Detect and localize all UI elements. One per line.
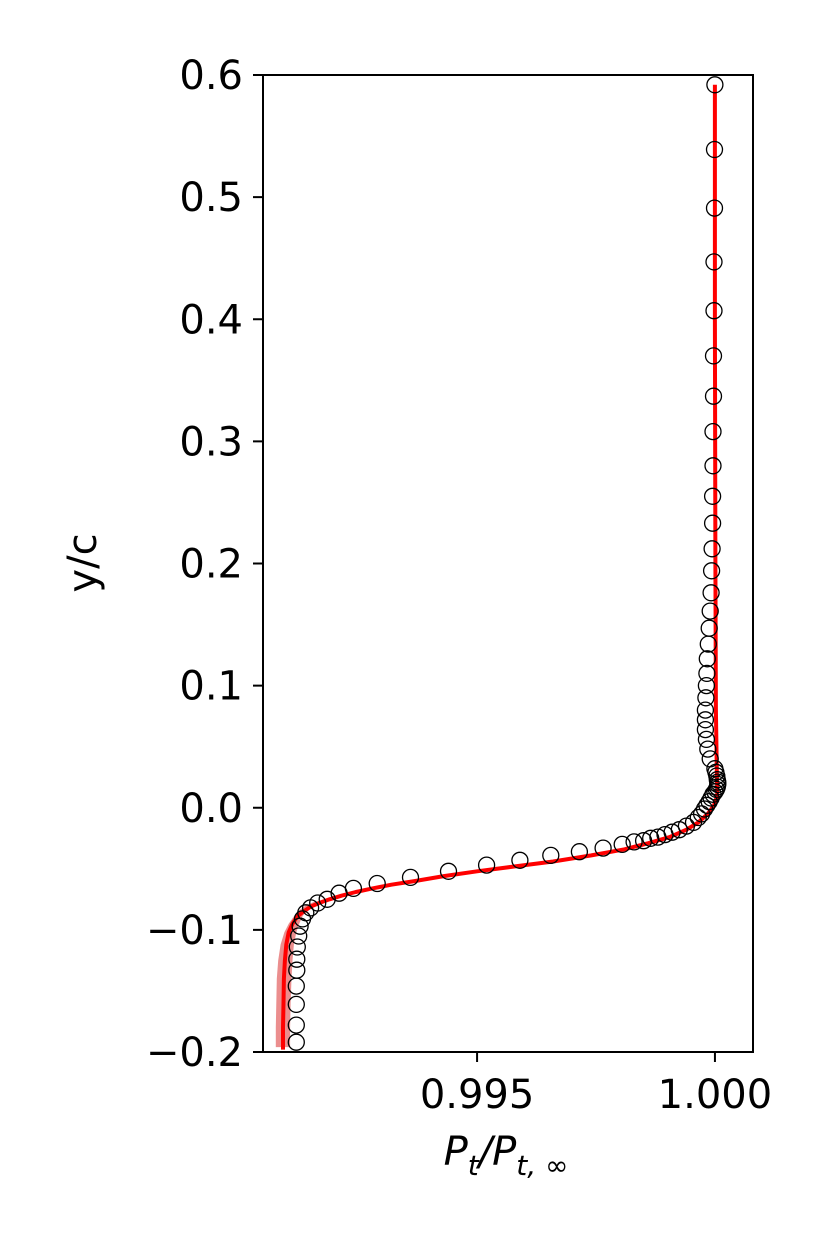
data-point [634, 832, 653, 850]
data-point [704, 347, 723, 365]
data-point [297, 904, 315, 922]
x-axis-label-slash: /P [476, 1129, 517, 1175]
data-point [699, 740, 717, 758]
y-tick-label: −0.1 [146, 908, 243, 954]
data-point [704, 457, 722, 475]
data-point [542, 846, 560, 865]
x-axis-label-sub1: t [468, 1149, 480, 1182]
data-point [703, 487, 722, 505]
data-point [309, 894, 327, 912]
data-point [288, 950, 306, 968]
y-tick-label: 0.4 [179, 297, 243, 343]
y-tick-label: 0.0 [179, 786, 243, 832]
data-point [663, 823, 681, 841]
x-axis-ticks: 0.995 1.000 [420, 1052, 772, 1118]
y-tick-label: −0.2 [146, 1030, 243, 1076]
y-tick-label: 0.3 [179, 419, 243, 465]
y-tick-label: 0.2 [179, 542, 243, 588]
data-point [288, 961, 306, 979]
y-axis-ticks: 0.6 0.5 0.4 0.3 0.2 0.1 0.0 −0.1 −0.2 [146, 53, 263, 1076]
y-tick-label: 0.1 [179, 664, 243, 710]
y-tick-label: 0.5 [179, 175, 243, 221]
data-point [344, 879, 363, 898]
data-point [692, 805, 711, 823]
data-point [689, 808, 707, 827]
marker-layer [287, 76, 727, 1051]
data-point [439, 862, 458, 880]
data-point [288, 938, 306, 956]
data-point [613, 835, 631, 854]
data-point [696, 720, 715, 739]
x-tick-label: 1.000 [658, 1072, 773, 1118]
data-point [625, 833, 643, 851]
data-point [642, 829, 660, 847]
data-point [287, 995, 305, 1014]
x-axis-label-sub2: t, ∞ [516, 1149, 568, 1182]
data-point [477, 856, 496, 874]
data-point [702, 584, 720, 602]
data-point [702, 562, 721, 580]
data-point [703, 514, 722, 532]
data-point [287, 1016, 305, 1034]
data-point [570, 843, 589, 861]
data-point [705, 140, 724, 159]
data-point [701, 602, 719, 620]
data-point [703, 540, 721, 558]
x-tick-label: 0.995 [420, 1072, 535, 1118]
data-point [705, 253, 723, 271]
data-point [704, 422, 722, 441]
data-point [705, 199, 724, 217]
data-point [401, 868, 420, 887]
data-point [318, 890, 336, 908]
data-point [697, 730, 716, 749]
data-point [696, 711, 715, 729]
data-point [287, 1033, 305, 1051]
x-axis-label: Pt/Pt, ∞ [444, 1129, 569, 1182]
y-axis-label: y/c [60, 533, 106, 592]
data-point [511, 851, 529, 869]
data-point [696, 701, 715, 719]
data-point [698, 650, 716, 668]
x-axis-label-main: P [444, 1129, 469, 1175]
data-point [698, 664, 716, 683]
data-point [368, 874, 386, 893]
data-point [697, 689, 715, 707]
data-point [290, 927, 308, 945]
data-point [705, 302, 723, 320]
data-point [697, 676, 716, 695]
data-point [706, 760, 724, 778]
data-point [704, 387, 723, 405]
data-point [706, 76, 724, 94]
y-tick-label: 0.6 [179, 53, 243, 99]
data-point [594, 839, 612, 857]
data-point [700, 619, 718, 637]
data-point [701, 750, 719, 768]
